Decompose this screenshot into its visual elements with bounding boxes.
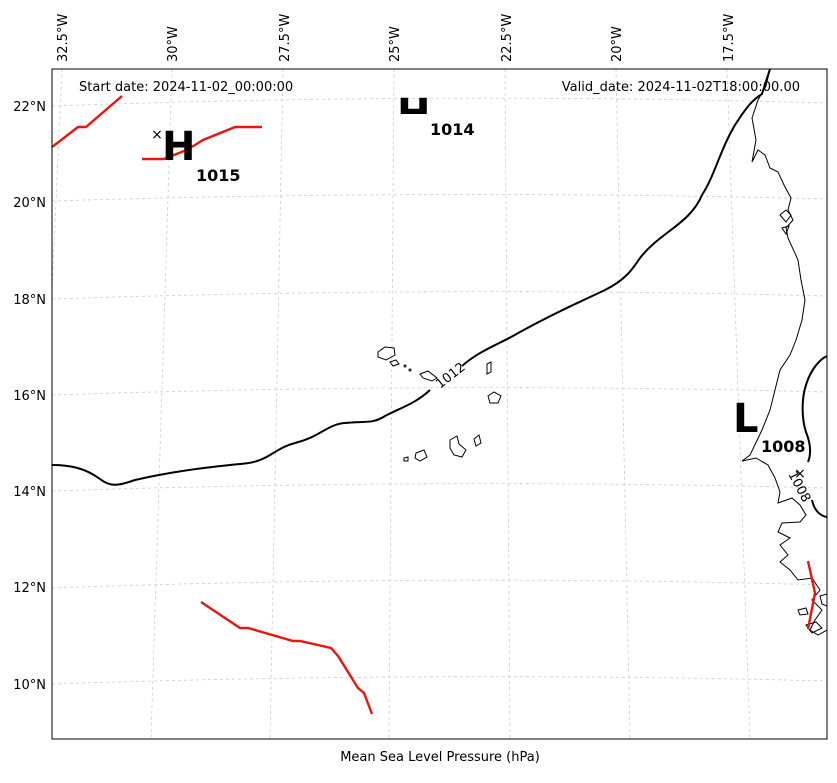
isobar-1008: [801, 355, 827, 518]
island-sao-vicente: [389, 359, 400, 367]
pressure-center-marker: ×: [151, 127, 163, 143]
islet: [408, 368, 412, 372]
island-sao-nicolau: [419, 370, 438, 382]
lat-tick-label: 10°N: [13, 678, 46, 693]
lon-tick-label: 17.5°W: [722, 14, 737, 62]
graticule: [52, 69, 827, 739]
isobar-1012: [52, 69, 771, 486]
island-maio: [473, 434, 482, 447]
lat-tick-label: 22°N: [13, 100, 46, 115]
red-isobar: [806, 560, 817, 630]
pressure-center-marker: ×: [794, 466, 806, 482]
lat-tick-label: 18°N: [13, 293, 46, 308]
lon-tick-label: 32.5°W: [56, 14, 71, 62]
island-fogo: [414, 449, 428, 462]
island-boa-vista: [487, 391, 502, 404]
svg-text:H: H: [397, 91, 430, 137]
longitude-tick-labels: 32.5°W 30°W 27.5°W 25°W 22.5°W 20°W 17.5…: [56, 14, 737, 62]
pressure-centers: × H 1015 H 1014 L 1008 ×: [151, 91, 806, 482]
highlight-isobars: [52, 95, 817, 715]
lat-tick-label: 12°N: [13, 581, 46, 596]
island-santo-antao: [377, 346, 396, 361]
red-isobar: [142, 125, 262, 161]
island-santiago: [449, 435, 467, 458]
lat-tick-label: 20°N: [13, 196, 46, 211]
lon-tick-label: 30°W: [166, 26, 181, 62]
islet: [403, 364, 407, 368]
low-pressure-symbol: L: [733, 396, 759, 442]
low-pressure-value: 1008: [761, 437, 806, 456]
high-pressure-value: 1015: [196, 166, 241, 185]
lon-tick-label: 25°W: [388, 26, 403, 62]
coastline-detail: [779, 209, 827, 634]
island-brava: [403, 456, 409, 462]
africa-coastline: [741, 69, 827, 636]
lon-tick-label: 20°W: [610, 26, 625, 62]
lon-tick-label: 22.5°W: [500, 14, 515, 62]
lat-tick-label: 16°N: [13, 389, 46, 404]
lon-tick-label: 27.5°W: [278, 14, 293, 62]
red-isobar: [52, 95, 123, 148]
red-isobar: [200, 601, 374, 715]
latitude-tick-labels: 22°N 20°N 18°N 16°N 14°N 12°N 10°N: [13, 100, 46, 693]
start-date-label: Start date: 2024-11-02_00:00:00: [79, 80, 293, 95]
lat-tick-label: 14°N: [13, 485, 46, 500]
high-pressure-symbol-partial: H: [397, 91, 430, 137]
high-pressure-symbol: H: [162, 124, 195, 170]
plot-frame: [51, 68, 828, 740]
high-pressure-value: 1014: [430, 120, 475, 139]
x-axis-label: Mean Sea Level Pressure (hPa): [340, 750, 540, 765]
cape-verde-islands: [377, 346, 502, 462]
valid-date-label: Valid_date: 2024-11-02T18:00:00.00: [562, 80, 800, 95]
island-sal: [486, 361, 492, 375]
